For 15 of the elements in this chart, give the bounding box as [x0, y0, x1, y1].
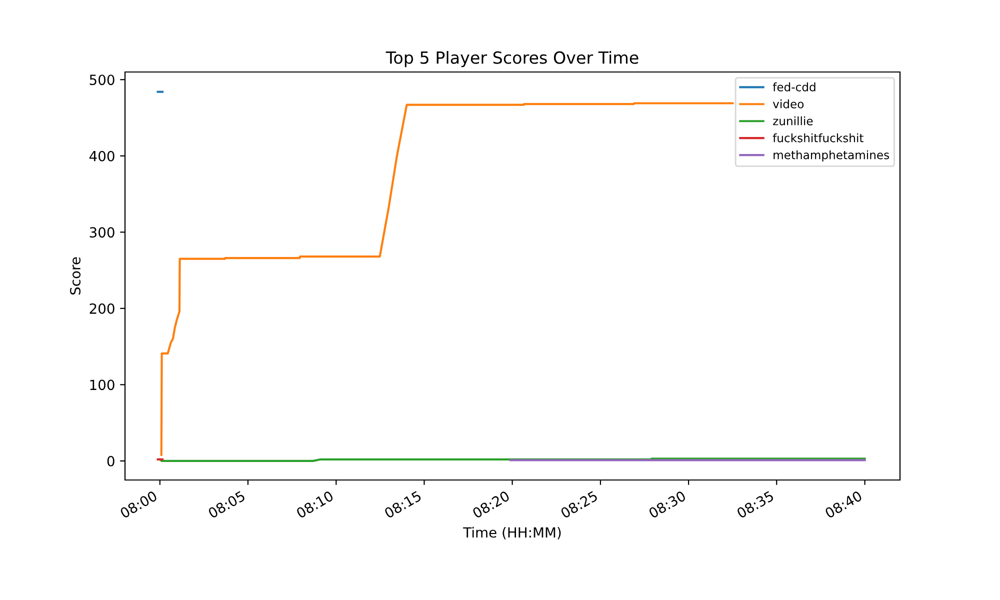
- chart-title: Top 5 Player Scores Over Time: [386, 51, 638, 68]
- legend-label: methamphetamines: [774, 150, 890, 162]
- legend-label: fed-cdd: [772, 82, 816, 92]
- y-tick-label: 200: [90, 303, 114, 314]
- y-tick-label: 400: [89, 150, 114, 162]
- y-tick-label: 100: [90, 380, 114, 390]
- y-tick-label: 500: [90, 74, 114, 86]
- x-axis-title: Time (HH:MM): [463, 526, 561, 540]
- y-tick-label: 0: [107, 456, 114, 466]
- line-series: [160, 102, 734, 456]
- legend-label: video: [772, 99, 804, 108]
- legend-label: zunillie: [773, 116, 813, 126]
- y-axis-title: Score: [70, 257, 81, 295]
- y-tick-label: 300: [90, 227, 114, 238]
- legend-label: fuckshitfuckshit: [772, 133, 864, 142]
